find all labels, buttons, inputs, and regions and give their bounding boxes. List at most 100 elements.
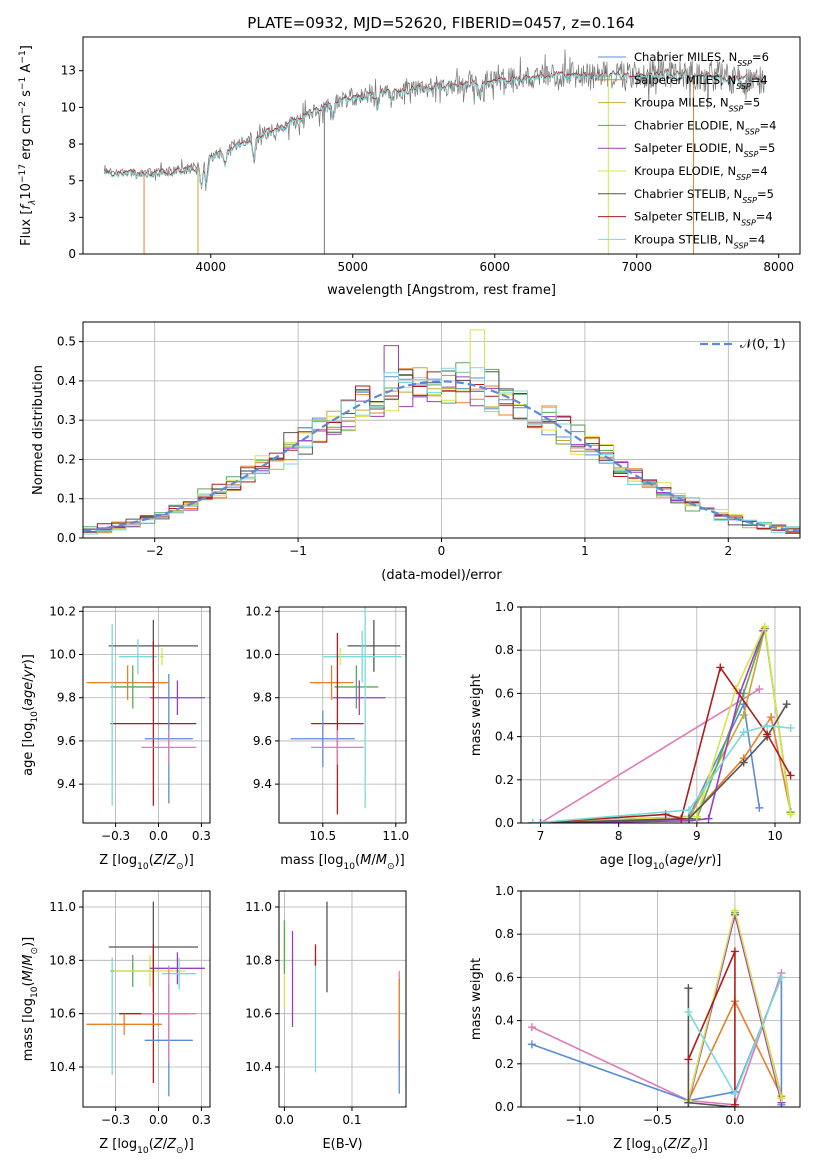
weight-marker <box>685 814 694 823</box>
mass_vs_ebv-axes: 0.0 0.1 10.4 10.6 10.8 11.0 E(B-V) <box>245 890 407 1152</box>
weight-marker <box>730 1100 739 1107</box>
residuals-ylabel: Normed distribution <box>31 365 46 495</box>
spectrum-ylabel-part: f <box>19 203 34 210</box>
legend-entry-sub: SSP <box>742 195 757 204</box>
age_vs_Z-xtick-label: −0.3 <box>101 829 130 843</box>
weight-marker <box>730 947 739 956</box>
mass-vs-Z-xlabel-part: 10 <box>137 1146 149 1156</box>
weight-marker <box>730 1090 739 1099</box>
spectrum-plot-area <box>103 49 765 254</box>
errorbar-point <box>86 1013 162 1035</box>
mass-vs-Z-xlabel-part: / <box>163 1137 168 1152</box>
spectrum-xtick-label: 5000 <box>337 260 368 274</box>
weight_vs_age-frame <box>520 606 801 824</box>
legend-entry-tail: =6 <box>752 50 769 64</box>
weight_vs_age-ytick-label: 0.8 <box>495 643 514 657</box>
errorbar-point <box>311 632 364 815</box>
weight_vs_Z-ylabel: mass weight <box>469 958 484 1040</box>
age_vs_Z-ytick-label: 9.6 <box>57 734 76 748</box>
weight-vs-Z-xlabel-part: 10 <box>651 1146 663 1156</box>
age-vs-Z-ylabel-part: )] <box>21 654 36 664</box>
weight-vs-age-xlabel-part: )] <box>711 853 721 868</box>
spectrum-ylabel-part: ] <box>19 45 34 50</box>
mass_vs_Z-ytick-label: 11.0 <box>49 900 76 914</box>
residuals-ytick-label: 0.2 <box>57 452 76 466</box>
weight-vs-Z-xlabel-part: )] <box>698 1137 708 1152</box>
age-vs-Z-ylabel-part: yr <box>21 663 36 679</box>
mass_vs_Z-ytick-label: 10.8 <box>49 953 76 967</box>
weight_vs_age-ytick-label: 0.2 <box>495 773 514 787</box>
legend-entry-sub: SSP <box>741 218 756 227</box>
errorbar-point <box>160 648 164 666</box>
mass-vs-Z-xlabel-part: ( <box>149 1137 154 1152</box>
weight-line <box>531 972 783 1106</box>
legend-entry-tail: =5 <box>743 96 760 110</box>
age-vs-mass-xlabel-part: / <box>371 853 376 868</box>
mass-vs-Z-ylabel: mass [log10(M/M⊙)] <box>21 937 40 1061</box>
errorbar-point <box>110 641 197 806</box>
spectrum-axes: 4000 5000 6000 7000 8000 0 3 5 8 10 13 Chabrier MIL… <box>18 36 801 298</box>
age_vs_mass-frame <box>278 606 407 824</box>
age-vs-Z-xlabel-part: )] <box>184 853 194 868</box>
residuals-plot-area <box>83 329 800 535</box>
weight-marker <box>684 984 693 993</box>
weight-vs-age-xlabel-part: age [log <box>600 853 653 868</box>
residuals-ytick-label: 0.1 <box>57 492 76 506</box>
legend-entry-tail: =4 <box>756 210 773 224</box>
weight-marker <box>739 758 748 767</box>
weight_vs_age-ytick-label: 0.4 <box>495 730 514 744</box>
weight-marker <box>677 814 686 823</box>
age_vs_Z-ytick-label: 10.0 <box>49 648 76 662</box>
errorbar-point <box>334 665 379 709</box>
mass_vs_ebv-ytick-label: 10.8 <box>245 953 272 967</box>
errorbar-point <box>322 630 402 683</box>
age_vs_mass-ytick-label: 10.0 <box>245 648 272 662</box>
weight_vs_Z-axes: −1.0 −0.5 0.0 0.0 0.2 0.4 0.6 0.8 1.0 mass weight… <box>469 884 801 1156</box>
mass_vs_Z-ytick-label: 10.6 <box>49 1007 76 1021</box>
errorbar-point <box>113 955 186 987</box>
legend-entry: Kroupa MILES, NSSP=5 <box>634 96 760 114</box>
age_vs_mass-ytick-label: 9.4 <box>253 777 272 791</box>
mass-vs-Z-ylabel-part: ⊙ <box>30 947 40 955</box>
mass_vs_ebv-plot-area <box>283 901 400 1094</box>
weight_vs_age-xtick-label: 7 <box>537 829 545 843</box>
spectrum-ylabel-part: λ <box>28 200 38 206</box>
weight-vs-age-xlabel-part: / <box>694 853 699 868</box>
spectrum-xtick-label: 8000 <box>763 260 794 274</box>
weight-marker <box>536 819 545 823</box>
weight-marker <box>760 622 769 631</box>
legend-entry-tail: =5 <box>757 187 774 201</box>
legend-entry: Chabrier ELODIE, NSSP=4 <box>634 118 776 136</box>
mass-vs-Z-ylabel-part: M <box>21 955 36 966</box>
mass_vs_ebv-xtick-label: 0.0 <box>275 1113 294 1127</box>
age_vs_Z-plot-area <box>86 619 205 806</box>
mass_vs_ebv-frame <box>278 890 407 1108</box>
legend-entry: Chabrier MILES, NSSP=6 <box>634 50 769 68</box>
mass-vs-Z-ylabel-part: ( <box>21 981 36 986</box>
legend-entry: Salpeter ELODIE, NSSP=5 <box>634 141 775 159</box>
weight_vs_Z-plot-area <box>527 906 786 1107</box>
errorbar-point <box>141 730 197 765</box>
age-vs-Z-ylabel-part: ( <box>21 706 36 711</box>
age_vs_Z-xtick-label: 0.3 <box>192 829 211 843</box>
weight-line <box>532 665 792 823</box>
weight-marker <box>527 1023 536 1032</box>
legend-entry-sub: SSP <box>737 59 752 68</box>
spectrum-ylabel-part: −1 <box>18 50 28 63</box>
age-vs-Z-ylabel-part: age [log <box>21 723 36 776</box>
spectrum-ylabel-part: Flux [ <box>19 210 34 246</box>
residuals-xtick-label: 1 <box>581 544 589 558</box>
age_vs_Z-xtick-label: 0.0 <box>149 829 168 843</box>
errorbar-point <box>333 680 386 715</box>
legend-entry: 𝒩(0, 1) <box>740 336 786 351</box>
age-vs-mass-xlabel-part: M <box>376 853 387 868</box>
weight_vs_age-xtick-label: 10 <box>767 829 782 843</box>
age-vs-Z-xlabel-part: Z <box>166 853 177 868</box>
spectrum-ylabel-part: erg cm <box>19 114 34 163</box>
mass-vs-Z-xlabel: Z [log10(Z/Z⊙)] <box>99 1137 194 1156</box>
spectrum-ytick-label: 5 <box>68 174 76 188</box>
weight-marker <box>777 973 786 982</box>
weight_vs_age-plot-area <box>528 622 795 823</box>
